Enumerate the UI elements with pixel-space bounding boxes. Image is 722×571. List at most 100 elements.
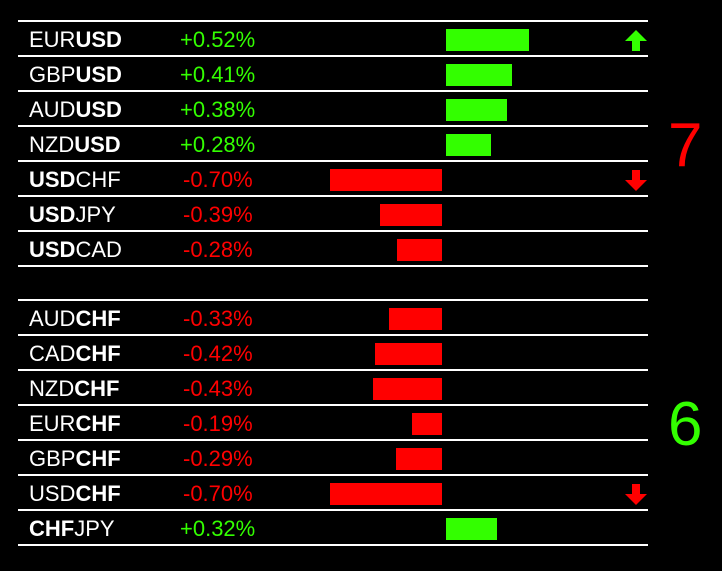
positive-bar [446,518,497,540]
negative-bar [380,204,442,226]
base-currency: USD [29,237,76,262]
quote-currency: USD [74,132,121,157]
pair-symbol: USDCHF [29,482,121,506]
base-currency: NZD [29,376,75,401]
base-currency: USD [29,481,76,506]
quote-currency: USD [75,27,122,52]
pair-row[interactable]: NZDUSD +0.28% [18,127,648,160]
pair-row[interactable]: AUDUSD +0.38% [18,92,648,125]
pair-symbol: USDJPY [29,203,116,227]
quote-currency: CHF [74,376,120,401]
chf-group-count: 6 [668,390,703,459]
row-divider [18,265,648,267]
pair-symbol: CADCHF [29,342,121,366]
arrow-down-icon [625,484,647,506]
pair-symbol: NZDUSD [29,133,121,157]
negative-bar [396,448,442,470]
negative-bar [330,483,442,505]
pair-row[interactable]: USDCHF -0.70% [18,162,648,195]
pair-row[interactable]: CHFJPY +0.32% [18,511,648,544]
base-currency: CHF [29,516,75,541]
quote-currency: USD [75,62,122,87]
row-divider [18,55,648,57]
negative-bar [330,169,442,191]
usd-group-count: 7 [668,111,703,180]
pair-row[interactable]: CADCHF -0.42% [18,336,648,369]
quote-currency: CAD [75,237,122,262]
pair-row[interactable]: EURCHF -0.19% [18,406,648,439]
quote-currency: CHF [75,167,121,192]
base-currency: CAD [29,341,76,366]
quote-currency: CHF [75,446,121,471]
pair-row[interactable]: USDJPY -0.39% [18,197,648,230]
base-currency: AUD [29,306,76,331]
quote-currency: CHF [75,481,121,506]
row-divider [18,299,648,301]
change-percent: +0.32% [180,516,256,541]
pair-symbol: EURUSD [29,28,122,52]
arrow-up-icon [625,30,647,52]
base-currency: USD [29,202,76,227]
base-currency: USD [29,167,76,192]
change-percent: -0.42% [183,341,253,366]
pair-symbol: USDCHF [29,168,121,192]
change-percent: +0.41% [180,62,256,87]
pair-row[interactable]: NZDCHF -0.43% [18,371,648,404]
row-divider [18,334,648,336]
pair-row[interactable]: USDCAD -0.28% [18,232,648,265]
change-percent: -0.39% [183,202,253,227]
row-divider [18,230,648,232]
negative-bar [375,343,442,365]
row-divider [18,544,648,546]
pair-symbol: AUDCHF [29,307,121,331]
change-percent: -0.43% [183,376,253,401]
base-currency: GBP [29,62,76,87]
row-divider [18,509,648,511]
negative-bar [373,378,442,400]
pair-row[interactable]: EURUSD +0.52% [18,22,648,55]
row-divider [18,160,648,162]
positive-bar [446,99,507,121]
pair-row[interactable]: AUDCHF -0.33% [18,301,648,334]
change-percent: -0.19% [183,411,253,436]
negative-bar [397,239,442,261]
row-divider [18,474,648,476]
pair-row[interactable]: GBPCHF -0.29% [18,441,648,474]
change-percent: +0.52% [180,27,256,52]
positive-bar [446,134,491,156]
quote-currency: JPY [74,516,115,541]
row-divider [18,369,648,371]
row-divider [18,404,648,406]
change-percent: -0.33% [183,306,253,331]
arrow-down-icon [625,170,647,192]
base-currency: NZD [29,132,75,157]
change-percent: -0.29% [183,446,253,471]
pair-symbol: EURCHF [29,412,121,436]
base-currency: AUD [29,97,76,122]
pair-symbol: AUDUSD [29,98,122,122]
pair-symbol: GBPUSD [29,63,122,87]
row-divider [18,439,648,441]
change-percent: +0.28% [180,132,256,157]
row-divider [18,90,648,92]
change-percent: -0.70% [183,167,253,192]
quote-currency: JPY [75,202,116,227]
row-divider [18,195,648,197]
change-percent: +0.38% [180,97,256,122]
pair-symbol: CHFJPY [29,517,115,541]
quote-currency: CHF [75,306,121,331]
quote-currency: CHF [75,341,121,366]
base-currency: EUR [29,411,76,436]
base-currency: GBP [29,446,76,471]
base-currency: EUR [29,27,76,52]
quote-currency: CHF [75,411,121,436]
pair-symbol: GBPCHF [29,447,121,471]
pair-row[interactable]: USDCHF -0.70% [18,476,648,509]
change-percent: -0.28% [183,237,253,262]
positive-bar [446,64,512,86]
quote-currency: USD [75,97,122,122]
negative-bar [412,413,442,435]
pair-row[interactable]: GBPUSD +0.41% [18,57,648,90]
pair-symbol: USDCAD [29,238,122,262]
row-divider [18,125,648,127]
